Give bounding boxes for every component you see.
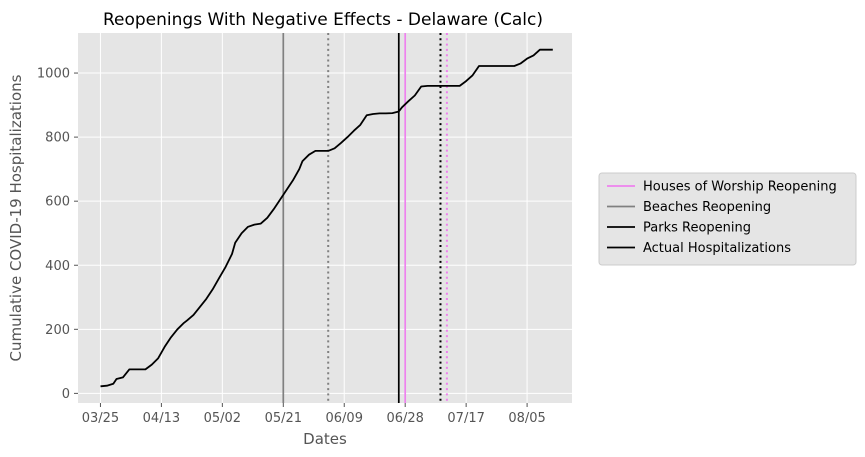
y-tick-label: 0 bbox=[62, 387, 70, 402]
series-lines bbox=[100, 48, 553, 388]
tick-labels: 0 200 400 600 800 1000 03/25 04/13 05/02 05/21 06/… bbox=[37, 67, 546, 426]
legend-label: Houses of Worship Reopening bbox=[643, 180, 837, 195]
x-tick-label: 05/02 bbox=[204, 411, 241, 426]
y-tick-label: 800 bbox=[45, 131, 70, 146]
y-tick-label: 600 bbox=[45, 195, 70, 210]
x-tick-label: 08/05 bbox=[508, 411, 545, 426]
x-tick-label: 05/21 bbox=[265, 411, 302, 426]
legend-label: Actual Hospitalizations bbox=[643, 241, 791, 256]
x-axis-label: Dates bbox=[303, 430, 347, 448]
y-tick-label: 1000 bbox=[37, 67, 70, 82]
y-axis-label: Cumulative COVID-19 Hospitalizations bbox=[7, 74, 25, 361]
x-tick-label: 07/17 bbox=[447, 411, 484, 426]
x-tick-label: 06/09 bbox=[326, 411, 363, 426]
legend-box bbox=[598, 172, 857, 266]
reopening-lines bbox=[282, 33, 448, 403]
x-tick-label: 06/28 bbox=[386, 411, 423, 426]
legend: Houses of Worship Reopening Beaches Reope… bbox=[598, 172, 857, 266]
legend-label: Parks Reopening bbox=[643, 221, 751, 236]
y-tick-label: 400 bbox=[45, 259, 70, 274]
series-line-actual-hospitalizations bbox=[100, 48, 553, 388]
x-tick-label: 03/25 bbox=[82, 411, 119, 426]
legend-label: Beaches Reopening bbox=[643, 200, 771, 215]
plot-area bbox=[78, 33, 572, 403]
y-tick-label: 200 bbox=[45, 323, 70, 338]
chart-title: Reopenings With Negative Effects - Delaw… bbox=[103, 10, 543, 30]
x-tick-label: 04/13 bbox=[143, 411, 180, 426]
